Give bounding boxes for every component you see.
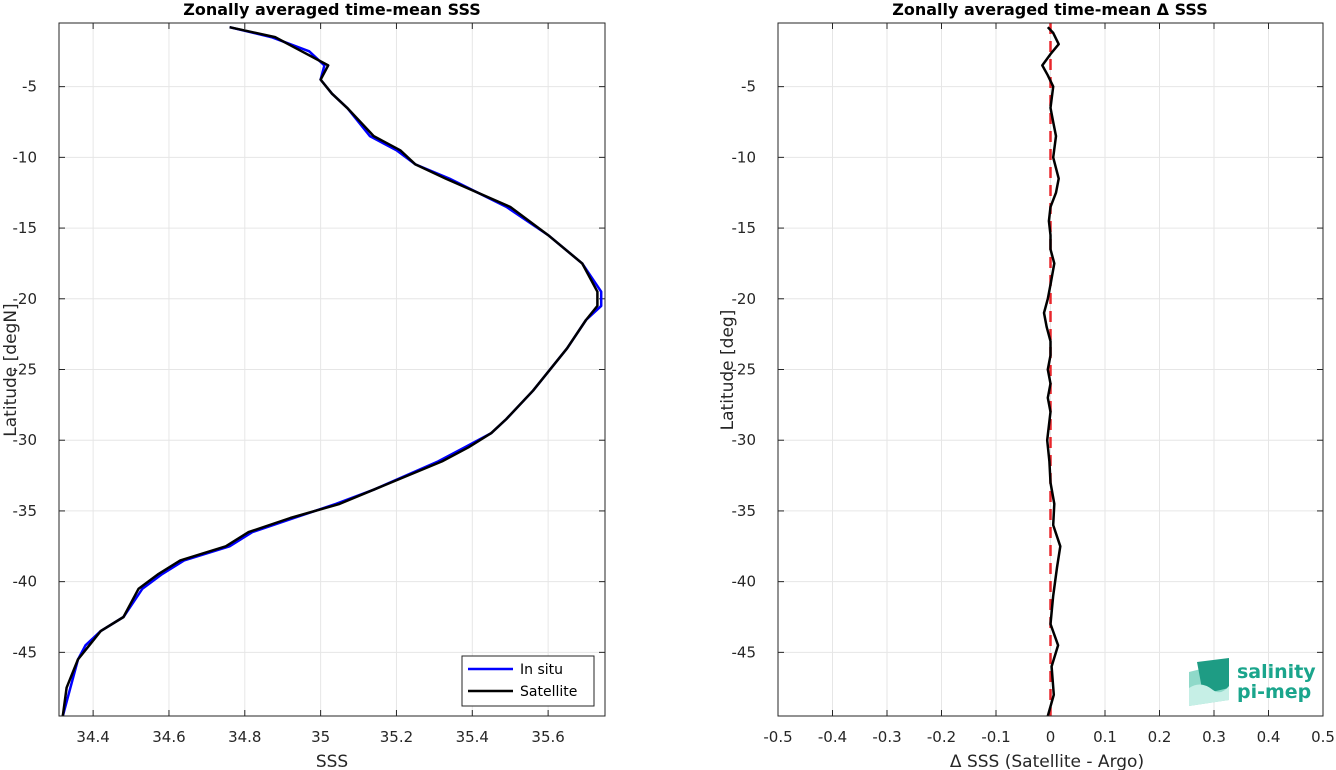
sss-y-tick-label: -35 [13, 502, 38, 520]
delta-sss-x-tick-label: -0.3 [872, 728, 901, 746]
sss-y-tick-label: -5 [22, 78, 37, 96]
sss-y-tick-label: -15 [13, 219, 38, 237]
sss-axes-frame [58, 22, 606, 717]
legend: In situ Satellite [461, 655, 595, 707]
sss-x-axis-label: SSS [316, 752, 348, 770]
delta-sss-y-axis-label: Latitude [deg] [718, 310, 738, 431]
delta-sss-series-difference [1041, 26, 1062, 717]
sss-y-tick-label: -20 [13, 290, 38, 308]
delta-sss-y-tick-label: -20 [732, 290, 757, 308]
delta-sss-x-tick-label: 0.1 [1093, 728, 1117, 746]
salinity-pi-mep-logo: salinity pi-mep [1189, 658, 1316, 706]
delta-sss-panel: Zonally averaged time-mean Δ SSS Δ SSS (… [718, 0, 1335, 770]
delta-sss-x-axis-label: Δ SSS (Satellite - Argo) [950, 752, 1144, 770]
delta-sss-y-tick-label: -35 [732, 502, 757, 520]
delta-sss-x-tick-label: -0.2 [927, 728, 956, 746]
sss-x-tick-label: 35.2 [380, 728, 413, 746]
sss-x-tick-label: 35 [311, 728, 330, 746]
legend-box [461, 655, 595, 707]
sss-x-tick-label: 35.4 [456, 728, 489, 746]
sss-y-tick-label: -25 [13, 361, 38, 379]
delta-sss-y-tick-label: -10 [732, 148, 757, 166]
delta-sss-x-tick-label: 0.4 [1257, 728, 1281, 746]
legend-label-in-situ: In situ [520, 662, 563, 678]
sss-x-tick-label: 35.6 [531, 728, 564, 746]
delta-sss-y-tick-label: -45 [732, 643, 757, 661]
sss-y-tick-label: -30 [13, 431, 38, 449]
sss-y-tick-label: -45 [13, 643, 38, 661]
delta-sss-x-tick-label: 0.5 [1311, 728, 1335, 746]
logo-text-pi-mep: pi-mep [1237, 681, 1311, 703]
delta-sss-y-tick-label: -30 [732, 431, 757, 449]
delta-sss-y-tick-label: -5 [741, 78, 756, 96]
sss-x-tick-label: 34.6 [152, 728, 185, 746]
delta-sss-y-tick-label: -25 [732, 361, 757, 379]
delta-sss-axes-frame [777, 22, 1324, 717]
logo-text-salinity: salinity [1237, 661, 1316, 683]
delta-sss-panel-title: Zonally averaged time-mean Δ SSS [892, 0, 1208, 19]
logo-graphic-front [1197, 658, 1229, 694]
delta-sss-x-tick-label: -0.4 [818, 728, 847, 746]
sss-panel-title: Zonally averaged time-mean SSS [183, 0, 481, 19]
sss-y-tick-label: -10 [13, 148, 38, 166]
delta-sss-x-tick-label: 0.2 [1148, 728, 1172, 746]
delta-sss-y-tick-label: -40 [732, 573, 757, 591]
legend-label-satellite: Satellite [520, 684, 577, 700]
sss-panel: Zonally averaged time-mean SSS SSS Latit… [1, 0, 606, 770]
sss-y-tick-label: -40 [13, 573, 38, 591]
delta-sss-x-tick-label: 0.3 [1202, 728, 1226, 746]
sss-y-axis-label: Latitude [degN] [1, 303, 21, 436]
sss-x-tick-label: 34.8 [228, 728, 261, 746]
delta-sss-x-tick-label: 0 [1046, 728, 1056, 746]
logo-graphic-wave [1189, 684, 1229, 706]
delta-sss-y-tick-label: -15 [732, 219, 757, 237]
sss-x-tick-label: 34.4 [76, 728, 109, 746]
delta-sss-x-tick-label: -0.1 [981, 728, 1010, 746]
delta-sss-x-tick-label: -0.5 [763, 728, 792, 746]
sss-series-satellite [61, 25, 599, 717]
